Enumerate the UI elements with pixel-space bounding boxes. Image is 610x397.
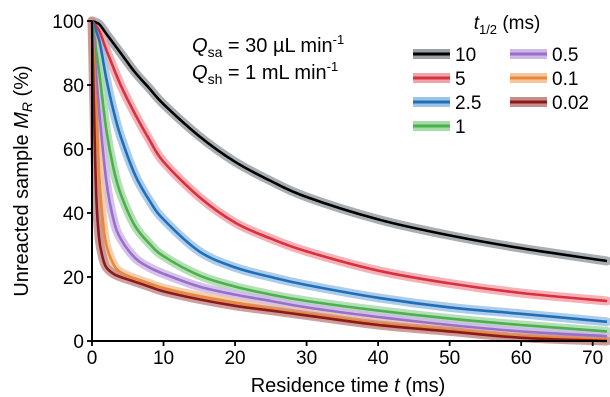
x-tick-label: 10: [153, 348, 174, 369]
y-tick-label: 80: [63, 76, 84, 97]
x-tick-label: 50: [439, 348, 460, 369]
band-series-3: [87, 16, 610, 336]
x-tick-label: 0: [87, 348, 98, 369]
legend-label: 1: [455, 117, 466, 138]
series-lines: [90, 19, 608, 343]
legend-label: 10: [455, 45, 476, 66]
legend-label: 0.02: [552, 93, 589, 114]
line-series-0: [91, 19, 608, 263]
legend-label: 5: [455, 69, 466, 90]
legend-label: 2.5: [455, 93, 481, 114]
y-tick-label: 100: [52, 12, 84, 33]
y-tick-label: 20: [63, 268, 84, 289]
legend: 10 5 2.5 1 0.5 0.1 0.02: [413, 45, 589, 138]
line-series-6: [90, 20, 608, 343]
y-tick-label: 40: [63, 204, 84, 225]
line-series-4: [90, 20, 608, 338]
flow-rate-sheath-annotation: Qsh = 1 mL min-1: [192, 59, 338, 87]
y-axis-label: Unreacted sample MR (%): [11, 65, 35, 296]
x-tick-label: 40: [368, 348, 389, 369]
x-tick-label: 20: [224, 348, 245, 369]
line-series-2: [90, 20, 608, 324]
x-axis-label: Residence time t (ms): [251, 375, 446, 397]
legend-label: 0.5: [552, 45, 578, 66]
flow-rate-sample-annotation: Qsa = 30 µL min-1: [192, 32, 344, 60]
y-tick-label: 60: [63, 140, 84, 161]
x-tick-label: 60: [511, 348, 532, 369]
legend-label: 0.1: [552, 69, 578, 90]
x-tick-label: 70: [582, 348, 603, 369]
line-series-3: [90, 20, 608, 333]
line-series-1: [90, 20, 608, 303]
y-tick-label: 0: [73, 332, 84, 353]
line-series-5: [90, 20, 608, 341]
legend-title: t1/2 (ms): [474, 13, 541, 37]
axes: 0 10 20 30 40 50 60 70 0 20 40 60 80 100: [52, 12, 607, 369]
x-tick-label: 30: [296, 348, 317, 369]
